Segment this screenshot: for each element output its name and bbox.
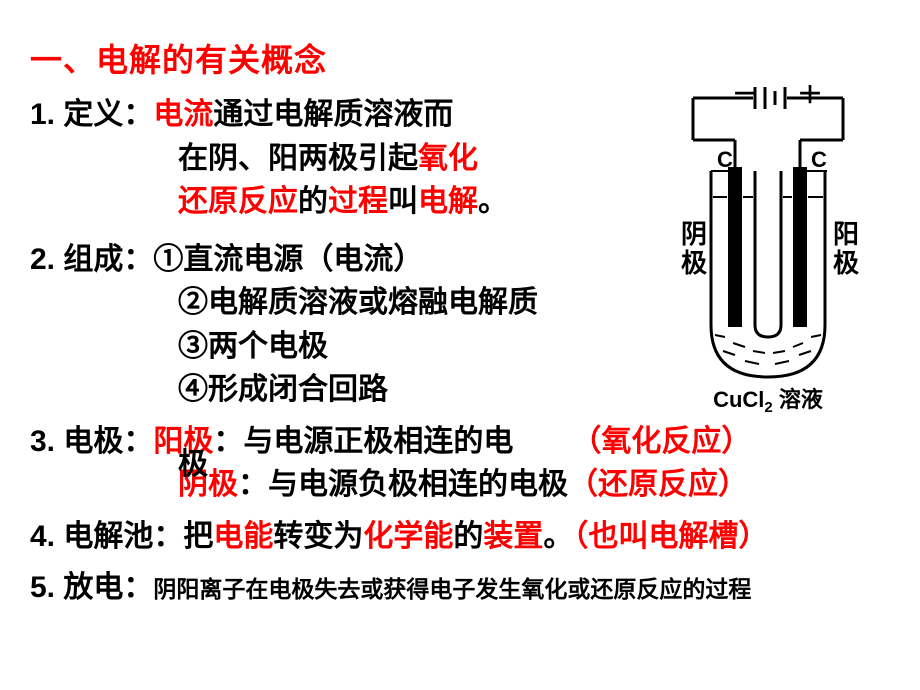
cell-block: 4. 电解池：把电能转变为化学能的装置。（也叫电解槽）	[30, 515, 890, 559]
comp-4: ④形成闭合回路	[30, 368, 650, 412]
anode-label: 阳极	[833, 220, 859, 277]
cathode-rod	[728, 167, 742, 327]
comp-1: ①直流电源（电流）	[153, 238, 423, 282]
yang-txt: ：与电源正极相连的电	[213, 420, 513, 464]
overlap-char: 极	[178, 443, 208, 487]
comp-3: ③两个电极	[30, 325, 650, 369]
solution-label: CuCl2 溶液	[713, 387, 823, 415]
electrode-block: 3. 电极：阳极：与电源正极相连的电 （氧化反应） 极 阴极：与电源负极相连的电…	[30, 420, 890, 507]
cell-num: 4. 电解池：	[30, 520, 183, 553]
def-t4: 氧化	[418, 142, 478, 175]
definition-block: 1. 定义：电流通过电解质溶液而 在阴、阳两极引起氧化 还原反应的过程叫电解。	[30, 93, 650, 224]
def-t6: 的	[298, 185, 328, 218]
comp-num: 2. 组成：	[30, 238, 153, 282]
def-t7: 过程	[328, 185, 388, 218]
def-t5: 还原反应	[178, 185, 298, 218]
yin-txt: ：与电源负极相连的电极	[238, 468, 568, 501]
def-t2: 通过电解质溶液而	[213, 98, 453, 131]
elec-num: 3. 电极：	[30, 420, 153, 464]
yin-rxn: （还原反应）	[568, 468, 748, 501]
composition-block: 2. 组成：①直流电源（电流） ②电解质溶液或熔融电解质 ③两个电极 ④形成闭合…	[30, 238, 650, 412]
def-num: 1. 定义：	[30, 98, 153, 131]
electrolysis-diagram: － ＋ C C	[645, 85, 890, 415]
comp-2: ②电解质溶液或熔融电解质	[30, 281, 650, 325]
c-b: 电能	[213, 520, 273, 553]
c-c: 转变为	[273, 520, 363, 553]
section-title: 一、电解的有关概念	[30, 35, 650, 81]
c-a: 把	[183, 520, 213, 553]
dis-num: 5. 放电：	[30, 571, 153, 604]
cathode-label: 阴极	[681, 220, 707, 277]
def-t3: 在阴、阳两极引起	[178, 142, 418, 175]
def-t9: 电解	[418, 185, 478, 218]
def-t8: 叫	[388, 185, 418, 218]
def-t1: 电流	[153, 98, 213, 131]
c-d: 化学能	[363, 520, 453, 553]
dis-txt: 阴阳离子在电极失去或获得电子发生氧化或还原反应的过程	[153, 576, 751, 602]
c-g: 。	[543, 520, 573, 553]
c-f: 装置	[483, 520, 543, 553]
discharge-block: 5. 放电：阴阳离子在电极失去或获得电子发生氧化或还原反应的过程	[30, 566, 890, 610]
c-right-label: C	[811, 147, 827, 172]
c-e: 的	[453, 520, 483, 553]
c-h: （也叫电解槽）	[573, 520, 768, 553]
anode-rod	[793, 167, 807, 327]
yang-rxn: （氧化反应）	[571, 420, 751, 464]
def-t10: 。	[478, 185, 508, 218]
